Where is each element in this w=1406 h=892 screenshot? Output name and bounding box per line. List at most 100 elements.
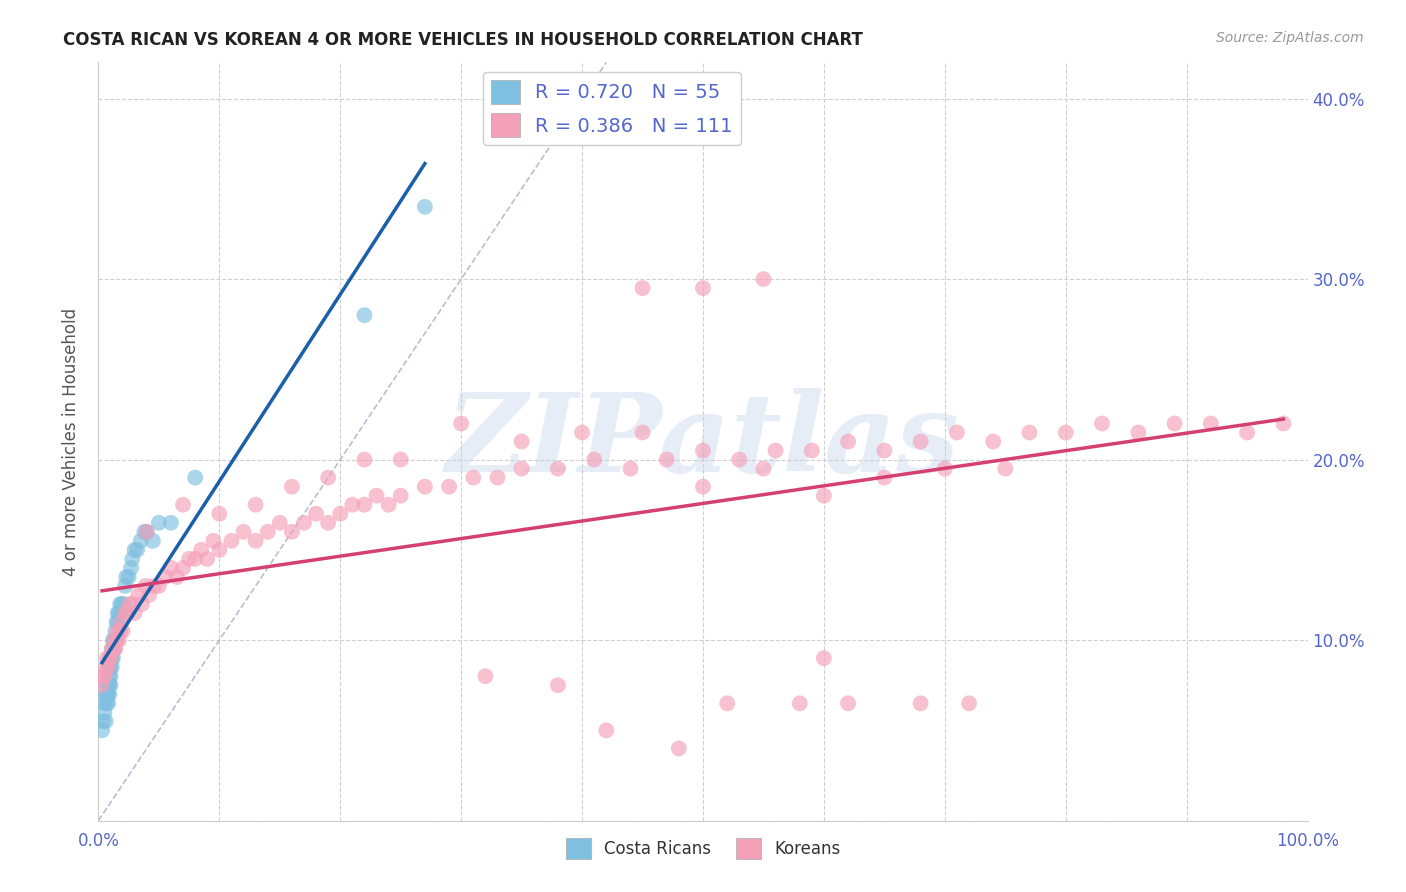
Point (946, 425, 969, 440)
Point (571, 425, 593, 440)
Point (342, 498, 364, 512)
Point (148, 579, 170, 593)
Point (316, 470, 339, 484)
Point (135, 579, 157, 593)
Point (221, 533, 243, 548)
Point (873, 470, 896, 484)
Point (124, 542, 146, 557)
Point (510, 434, 533, 449)
Point (450, 417, 472, 431)
Point (172, 561, 194, 575)
Point (195, 552, 218, 566)
Point (129, 533, 152, 548)
Point (101, 642, 124, 657)
Point (111, 624, 134, 639)
Point (108, 633, 131, 648)
Point (101, 633, 124, 648)
Point (910, 434, 932, 449)
Point (1272, 417, 1295, 431)
Point (292, 516, 315, 530)
Point (96, 651, 118, 665)
Point (281, 480, 304, 494)
Point (957, 696, 980, 710)
Point (353, 452, 375, 467)
Point (111, 606, 134, 620)
Point (110, 615, 132, 629)
Point (910, 696, 932, 710)
Point (366, 489, 388, 503)
Point (813, 651, 835, 665)
Point (108, 597, 131, 611)
Point (148, 516, 170, 530)
Point (100, 660, 122, 674)
Point (377, 498, 399, 512)
Point (100, 678, 122, 692)
Point (94, 714, 117, 729)
Point (97, 660, 120, 674)
Point (752, 272, 775, 286)
Point (124, 606, 146, 620)
Point (510, 461, 533, 475)
Point (100, 642, 122, 657)
Point (1054, 425, 1077, 440)
Point (143, 579, 166, 593)
Point (752, 461, 775, 475)
Point (105, 633, 128, 648)
Point (305, 507, 328, 521)
Point (981, 434, 1004, 449)
Point (353, 498, 375, 512)
Point (100, 651, 122, 665)
Point (120, 561, 142, 575)
Point (100, 669, 122, 683)
Point (108, 624, 131, 639)
Point (96, 696, 118, 710)
Point (121, 552, 143, 566)
Point (160, 516, 183, 530)
Point (873, 443, 896, 458)
Point (97, 678, 120, 692)
Point (595, 723, 617, 738)
Point (103, 642, 125, 657)
Point (547, 678, 569, 692)
Point (107, 615, 129, 629)
Text: ZIPatlas: ZIPatlas (446, 388, 960, 495)
Point (107, 624, 129, 639)
Point (692, 443, 714, 458)
Point (463, 470, 485, 484)
Point (103, 633, 125, 648)
Point (103, 633, 125, 648)
Point (135, 524, 157, 539)
Point (160, 561, 183, 575)
Point (281, 524, 304, 539)
Point (135, 524, 157, 539)
Point (800, 443, 823, 458)
Point (583, 452, 606, 467)
Point (765, 443, 787, 458)
Point (837, 696, 859, 710)
Point (105, 615, 128, 629)
Point (94, 660, 117, 674)
Point (97, 687, 120, 701)
Point (269, 516, 291, 530)
Point (138, 588, 160, 602)
Point (316, 516, 339, 530)
Point (190, 542, 212, 557)
Point (208, 507, 231, 521)
Point (245, 498, 267, 512)
Point (1128, 425, 1150, 440)
Point (619, 461, 641, 475)
Point (110, 597, 132, 611)
Point (100, 651, 122, 665)
Point (121, 597, 143, 611)
Point (98, 678, 121, 692)
Point (97, 696, 120, 710)
Text: Source: ZipAtlas.com: Source: ZipAtlas.com (1216, 31, 1364, 45)
Point (114, 579, 136, 593)
Point (104, 624, 127, 639)
Point (117, 606, 139, 620)
Point (184, 470, 207, 484)
Point (668, 741, 690, 756)
Point (1163, 417, 1185, 431)
Point (413, 200, 436, 214)
Point (813, 489, 835, 503)
